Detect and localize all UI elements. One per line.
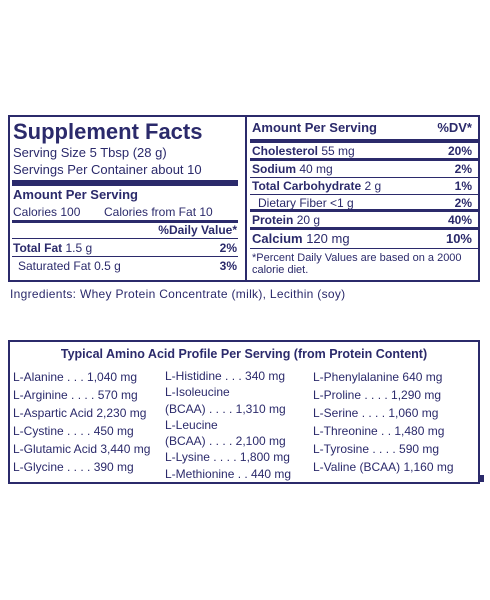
dv: 40% [447, 213, 472, 227]
calories: Calories 100 [13, 205, 81, 219]
dv: 20% [447, 144, 472, 158]
rule [250, 177, 478, 178]
label-group: Protein 20 g [252, 213, 320, 227]
divider [245, 117, 247, 280]
rule [250, 248, 478, 249]
dv: %DV* [437, 120, 472, 135]
amino-entry: (BCAA) . . . . 2,100 mg [165, 434, 286, 449]
label: Amount Per Serving [252, 120, 377, 135]
amino-entry: L-Phenylalanine 640 mg [313, 370, 443, 384]
amino-entry: L-Proline . . . . 1,290 mg [313, 388, 442, 402]
amino-entry: L-Arginine . . . . 570 mg [13, 388, 138, 402]
amino-title: Typical Amino Acid Profile Per Serving (… [60, 347, 428, 361]
amino-entry: L-Leucine [165, 417, 218, 432]
rule [250, 158, 478, 161]
rule [250, 194, 478, 195]
label: Total Carbohydrate [252, 179, 362, 193]
amino-entry: L-Alanine . . . 1,040 mg [13, 370, 138, 384]
label: Sodium [252, 162, 296, 176]
nutrient-row: Protein 20 g 40% [252, 213, 472, 227]
rule [250, 209, 478, 212]
dv: 10% [445, 231, 472, 246]
label: Cholesterol [252, 144, 319, 158]
amount: <1 g [330, 196, 354, 210]
amino-entry: L-Glutamic Acid 3,440 mg [13, 442, 151, 456]
ingredients: Ingredients: Whey Protein Concentrate (m… [10, 287, 346, 301]
label: Dietary Fiber [258, 196, 327, 210]
amino-entry: L-Histidine . . . 340 mg [165, 369, 286, 383]
nutrient-row: Sodium 40 mg 2% [252, 162, 472, 176]
amount: 2 g [364, 179, 382, 193]
nutrient-row: Total Carbohydrate 2 g 1% [252, 179, 472, 193]
rule [250, 139, 478, 143]
rule [12, 238, 238, 239]
thick-rule [12, 180, 238, 186]
daily-value-header: %Daily Value* [158, 223, 237, 237]
amount: 20 g [296, 213, 321, 227]
amino-entry: L-Glycine . . . . 390 mg [13, 460, 134, 474]
marker [478, 475, 484, 482]
servings-per-container: Servings Per Container about 10 [13, 162, 202, 177]
amino-entry: (BCAA) . . . . 1,310 mg [165, 401, 286, 416]
label-group: Cholesterol 55 mg [252, 144, 355, 158]
serving-size: Serving Size 5 Tbsp (28 g) [13, 145, 167, 160]
amount-per-serving: Amount Per Serving [13, 187, 138, 202]
amino-entry: L-Serine . . . . 1,060 mg [313, 406, 439, 420]
dv: 1% [454, 179, 472, 193]
amount: 0.5 g [94, 259, 121, 273]
title: Supplement Facts [13, 119, 203, 144]
amino-entry: L-Valine (BCAA) 1,160 mg [313, 460, 454, 474]
amino-entry: L-Tyrosine . . . . 590 mg [313, 442, 440, 456]
amino-entry: L-Methionine . . 440 mg [165, 466, 292, 481]
label: Total Fat [13, 241, 63, 255]
amount: 55 mg [321, 144, 355, 158]
amino-column: L-Histidine . . . 340 mg L-Isoleucine (BCA… [165, 368, 291, 482]
amount: 120 mg [306, 231, 350, 246]
amino-entry: L-Threonine . . 1,480 mg [313, 424, 445, 438]
amino-column: L-Phenylalanine 640 mg L-Proline . . . . … [313, 368, 454, 476]
label: Saturated Fat [18, 259, 91, 273]
label: Calcium [252, 231, 303, 246]
footnote: *Percent Daily Values are based on a 200… [252, 252, 462, 276]
nutrient-row: Dietary Fiber <1 g 2% [258, 196, 472, 210]
calories-from-fat: Calories from Fat 10 [104, 205, 213, 219]
nutrient-row: Total Fat 1.5 g 2% [13, 241, 237, 255]
label-group: Calcium 120 mg [252, 231, 350, 246]
label-group: Dietary Fiber <1 g [258, 196, 354, 210]
amount: 40 mg [299, 162, 333, 176]
amino-acid-box [8, 340, 480, 484]
dv: 3% [219, 259, 237, 273]
nutrient-row: Cholesterol 55 mg 20% [252, 144, 472, 158]
dv: 2% [454, 196, 472, 210]
nutrient-row: Calcium 120 mg 10% [252, 231, 472, 246]
amino-entry: L-Cystine . . . . 450 mg [13, 424, 134, 438]
label-group: Total Carbohydrate 2 g [252, 179, 381, 193]
label: Protein [252, 213, 294, 227]
amino-entry: L-Lysine . . . . 1,800 mg [165, 450, 290, 465]
dv: 2% [219, 241, 237, 255]
rule [12, 256, 238, 257]
amount: 1.5 g [65, 241, 93, 255]
rule [250, 227, 478, 230]
rule [12, 220, 238, 223]
amino-entry: L-Aspartic Acid 2,230 mg [13, 406, 147, 420]
amino-entry: L-Isoleucine [165, 385, 230, 400]
nutrient-row: Saturated Fat 0.5 g 3% [18, 259, 237, 273]
right-header: Amount Per Serving %DV* [252, 120, 472, 135]
dv: 2% [454, 162, 472, 176]
supplement-facts-box [8, 115, 480, 282]
label-group: Sodium 40 mg [252, 162, 333, 176]
amino-column: L-Alanine . . . 1,040 mg L-Arginine . . .… [13, 368, 150, 476]
